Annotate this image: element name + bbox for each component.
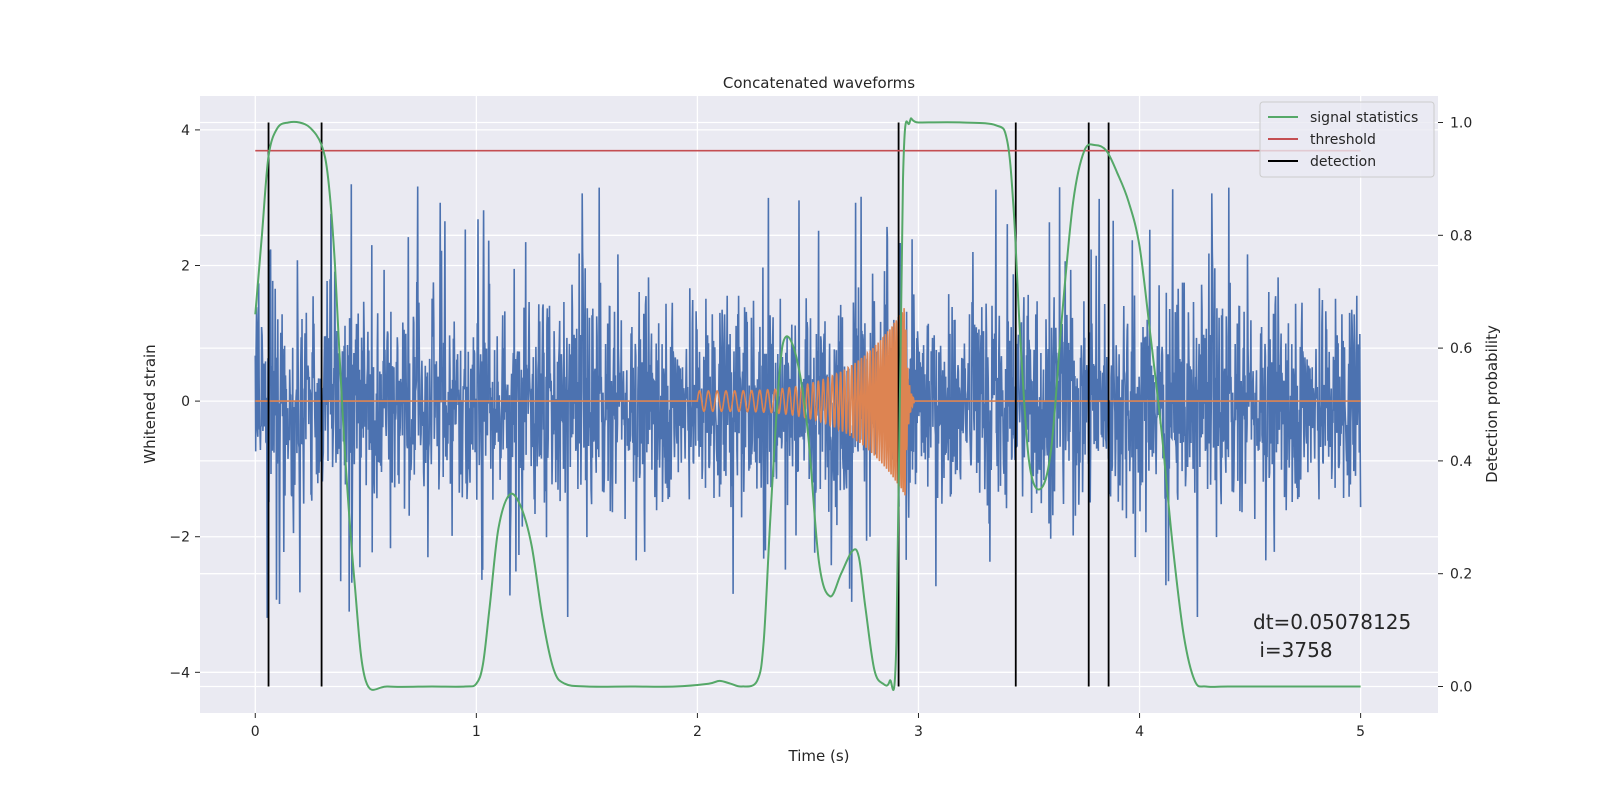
y-right-axis-title: Detection probability (1483, 325, 1501, 483)
series-layer (254, 117, 1362, 691)
legend-box (1259, 101, 1435, 178)
legend-label-threshold: threshold (1310, 132, 1376, 148)
y-tick-label: 0 (181, 394, 190, 410)
x-tick-label: 0 (251, 724, 260, 740)
x-tick-label: 3 (914, 724, 923, 740)
y-right-tick-label: 0.2 (1450, 567, 1472, 583)
y-axis-title: Whitened strain (141, 344, 159, 463)
signal-statistics-line (254, 117, 1361, 691)
y-tick-label: −4 (169, 665, 190, 681)
y-right-tick-label: 1.0 (1450, 116, 1472, 132)
y-right-tick-label: 0.4 (1450, 454, 1472, 470)
axes-layer: 0 1 2 3 4 5 −4 −2 0 2 4 0.0 0.2 0.4 0.6 0.8 1.0 (169, 116, 1472, 740)
annotation-dt: dt=0.05078125 (1253, 610, 1411, 634)
x-axis-title: Time (s) (788, 747, 850, 765)
y-tick-label: 2 (181, 259, 190, 275)
x-tick-label: 1 (472, 724, 481, 740)
legend-label-detection: detection (1310, 154, 1376, 170)
y-right-tick-label: 0.6 (1450, 341, 1472, 357)
x-tick-label: 5 (1356, 724, 1365, 740)
x-tick-label: 2 (693, 724, 702, 740)
y-tick-label: 4 (181, 123, 190, 139)
x-tick-label: 4 (1135, 724, 1144, 740)
annotation: dt=0.05078125 i=3758 (1253, 610, 1411, 662)
legend: signal statistics threshold detection (1259, 101, 1435, 178)
y-right-tick-label: 0.0 (1450, 679, 1472, 695)
annotation-index: i=3758 (1253, 638, 1333, 662)
chart-title: Concatenated waveforms (723, 74, 915, 92)
legend-label-signal-statistics: signal statistics (1310, 110, 1418, 126)
grid (200, 96, 1438, 713)
strain-noise-line (254, 184, 1362, 618)
y-right-tick-label: 0.8 (1450, 228, 1472, 244)
y-tick-label: −2 (169, 530, 190, 546)
